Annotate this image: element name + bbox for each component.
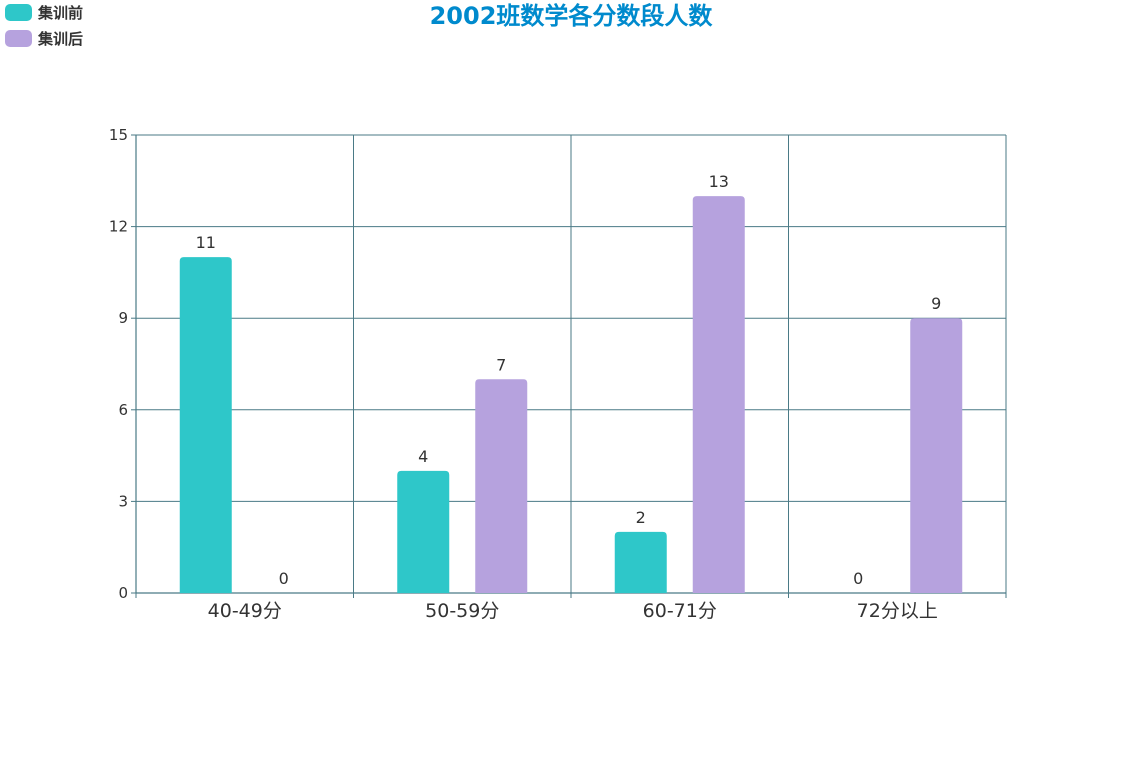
- x-tick-label-1: 50-59分: [425, 600, 499, 622]
- y-tick-label-2: 6: [118, 401, 128, 419]
- x-tick-label-3: 72分以上: [857, 600, 938, 622]
- grid: [135, 134, 1007, 594]
- data-labels: 11 4 2 0 0 7 13 9: [196, 172, 942, 588]
- x-tick-label-2: 60-71分: [643, 600, 717, 622]
- y-tick-label-4: 12: [109, 218, 128, 236]
- y-tick-label-3: 9: [118, 309, 128, 327]
- legend-label-0[interactable]: 集训前: [37, 4, 83, 22]
- bars: [179, 196, 963, 594]
- y-tick-label-0: 0: [118, 584, 128, 602]
- legend-swatch-1[interactable]: [5, 30, 32, 47]
- bar-1-3[interactable]: [910, 318, 963, 593]
- data-label-1-2: 13: [709, 172, 729, 191]
- data-label-0-0: 11: [196, 233, 216, 252]
- data-label-0-3: 0: [853, 569, 863, 588]
- y-tick-label-1: 3: [118, 492, 128, 510]
- data-label-0-2: 2: [636, 508, 646, 527]
- bar-0-0[interactable]: [179, 257, 232, 593]
- x-tick-label-0: 40-49分: [208, 600, 282, 622]
- bar-0-1[interactable]: [397, 470, 450, 593]
- axes: 0 3 6 9 12 15 40-49分 50-59分 60-71分 72分以上: [109, 126, 1007, 622]
- bar-1-2[interactable]: [692, 196, 745, 594]
- data-label-1-0: 0: [279, 569, 289, 588]
- data-label-1-3: 9: [931, 294, 941, 313]
- chart-title: 2002班数学各分数段人数: [430, 2, 714, 30]
- data-label-1-1: 7: [496, 355, 506, 374]
- bar-0-2[interactable]: [614, 531, 667, 593]
- legend-label-1[interactable]: 集训后: [37, 30, 83, 48]
- legend-swatch-0[interactable]: [5, 4, 32, 21]
- data-label-0-1: 4: [418, 447, 428, 466]
- bar-1-1[interactable]: [475, 379, 528, 593]
- y-tick-label-5: 15: [109, 126, 128, 144]
